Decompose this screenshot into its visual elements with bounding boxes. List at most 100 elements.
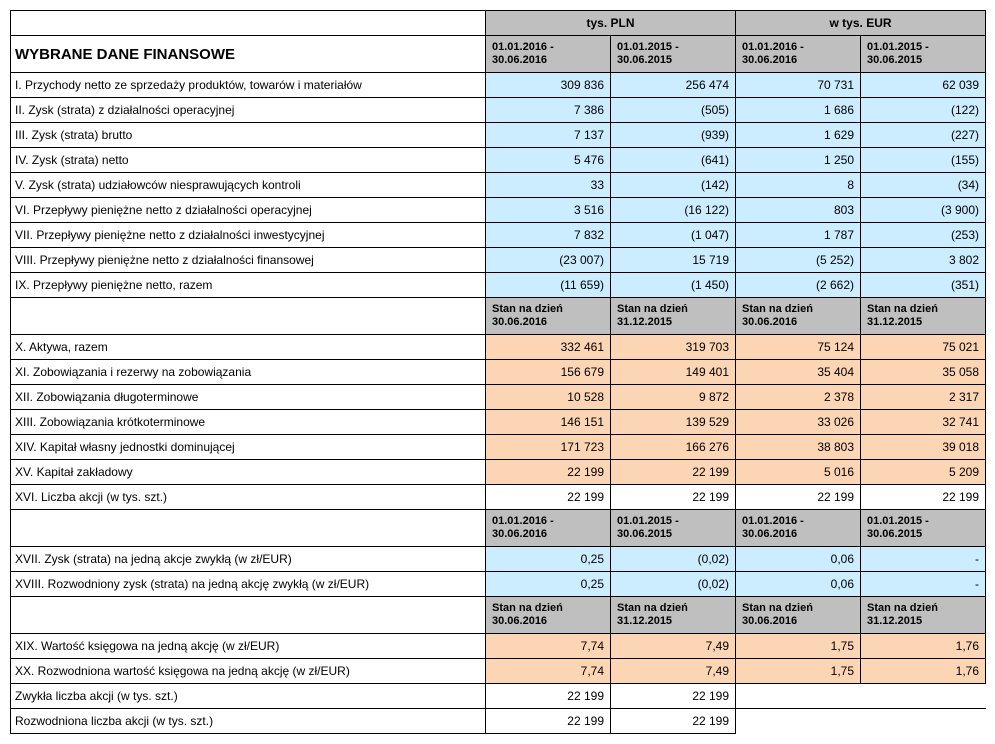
cell: 1,76 [861,659,986,684]
period-c1: 01.01.2016 - 30.06.2016 [486,36,611,73]
cell: (3 900) [861,198,986,223]
cell: 256 474 [611,73,736,98]
pln-header: tys. PLN [486,11,736,36]
cell: 35 404 [736,360,861,385]
cell: 1 686 [736,98,861,123]
row-label: X. Aktywa, razem [11,335,486,360]
cell: 309 836 [486,73,611,98]
cell: (641) [611,148,736,173]
cell: (16 122) [611,198,736,223]
table-row: XII. Zobowiązania długoterminowe10 5289 … [11,385,986,410]
financial-data-table: tys. PLN w tys. EUR WYBRANE DANE FINANSO… [10,10,986,734]
row-label: XVIII. Rozwodniony zysk (strata) na jedn… [11,572,486,597]
table-row: V. Zysk (strata) udziałowców niesprawują… [11,173,986,198]
row-label: VIII. Przepływy pieniężne netto z działa… [11,248,486,273]
row-label: III. Zysk (strata) brutto [11,123,486,148]
cell: 0,06 [736,572,861,597]
table-row: XVIII. Rozwodniony zysk (strata) na jedn… [11,572,986,597]
row-label: V. Zysk (strata) udziałowców niesprawują… [11,173,486,198]
cell: 139 529 [611,410,736,435]
cell: - [861,547,986,572]
period-c2: 01.01.2015 - 30.06.2015 [611,36,736,73]
table-title: WYBRANE DANE FINANSOWE [11,36,486,73]
cell: 70 731 [736,73,861,98]
cell: 22 199 [736,485,861,510]
row-label: XII. Zobowiązania długoterminowe [11,385,486,410]
cell: (253) [861,223,986,248]
table-row: Zwykła liczba akcji (w tys. szt.)22 1992… [11,684,986,709]
cell: 149 401 [611,360,736,385]
table-row: XIII. Zobowiązania krótkoterminowe146 15… [11,410,986,435]
cell: 32 741 [861,410,986,435]
cell: 1 250 [736,148,861,173]
row-label: XVII. Zysk (strata) na jedną akcje zwykł… [11,547,486,572]
table-row: VIII. Przepływy pieniężne netto z działa… [11,248,986,273]
cell: (142) [611,173,736,198]
row-label: XV. Kapitał zakładowy [11,460,486,485]
table-row: XIV. Kapitał własny jednostki dominujące… [11,435,986,460]
table-row: XV. Kapitał zakładowy22 19922 1995 0165 … [11,460,986,485]
cell: 0,25 [486,572,611,597]
cell: 2 317 [861,385,986,410]
table-row: XX. Rozwodniona wartość księgowa na jedn… [11,659,986,684]
cell: 166 276 [611,435,736,460]
cell: (2 662) [736,273,861,298]
cell: - [861,572,986,597]
cell: 22 199 [486,485,611,510]
cell: (5 252) [736,248,861,273]
cell: (0,02) [611,547,736,572]
table-row: XIX. Wartość księgowa na jedną akcję (w … [11,634,986,659]
cell: 1,75 [736,634,861,659]
cell: 22 199 [486,709,611,734]
row-label: XIX. Wartość księgowa na jedną akcję (w … [11,634,486,659]
cell: 22 199 [611,485,736,510]
table-row: IX. Przepływy pieniężne netto, razem(11 … [11,273,986,298]
cell: 7,74 [486,634,611,659]
cell: 2 378 [736,385,861,410]
title-period-row: WYBRANE DANE FINANSOWE 01.01.2016 - 30.0… [11,36,986,73]
cell: 7 832 [486,223,611,248]
cell: 35 058 [861,360,986,385]
cell: (23 007) [486,248,611,273]
currency-header-row: tys. PLN w tys. EUR [11,11,986,36]
cell: (1 450) [611,273,736,298]
cell: (122) [861,98,986,123]
cell: 9 872 [611,385,736,410]
table-row: XVI. Liczba akcji (w tys. szt.)22 19922 … [11,485,986,510]
cell: 803 [736,198,861,223]
eur-header: w tys. EUR [736,11,986,36]
cell: 7,49 [611,634,736,659]
table-row: III. Zysk (strata) brutto7 137(939)1 629… [11,123,986,148]
cell: 22 199 [486,684,611,709]
row-label: XIV. Kapitał własny jednostki dominujące… [11,435,486,460]
cell: 33 [486,173,611,198]
empty-cell [736,709,986,734]
row-label: IV. Zysk (strata) netto [11,148,486,173]
cell: 7 386 [486,98,611,123]
row-label: VI. Przepływy pieniężne netto z działaln… [11,198,486,223]
table-row: I. Przychody netto ze sprzedaży produktó… [11,73,986,98]
row-label: Rozwodniona liczba akcji (w tys. szt.) [11,709,486,734]
row-label: Zwykła liczba akcji (w tys. szt.) [11,684,486,709]
table-row: X. Aktywa, razem332 461319 70375 12475 0… [11,335,986,360]
empty-cell [736,684,986,709]
period2-row: Stan na dzień 30.06.2016 Stan na dzień 3… [11,298,986,335]
table-row: XVII. Zysk (strata) na jedną akcje zwykł… [11,547,986,572]
cell: 22 199 [611,684,736,709]
cell: 8 [736,173,861,198]
cell: (1 047) [611,223,736,248]
cell: (351) [861,273,986,298]
row-label: II. Zysk (strata) z działalności operacy… [11,98,486,123]
cell: 22 199 [611,709,736,734]
table-row: II. Zysk (strata) z działalności operacy… [11,98,986,123]
cell: 1 629 [736,123,861,148]
table-row: VI. Przepływy pieniężne netto z działaln… [11,198,986,223]
cell: 3 802 [861,248,986,273]
cell: 0,25 [486,547,611,572]
period3-row: 01.01.2016 - 30.06.2016 01.01.2015 - 30.… [11,510,986,547]
cell: 146 151 [486,410,611,435]
cell: (505) [611,98,736,123]
cell: 10 528 [486,385,611,410]
cell: (34) [861,173,986,198]
cell: (939) [611,123,736,148]
